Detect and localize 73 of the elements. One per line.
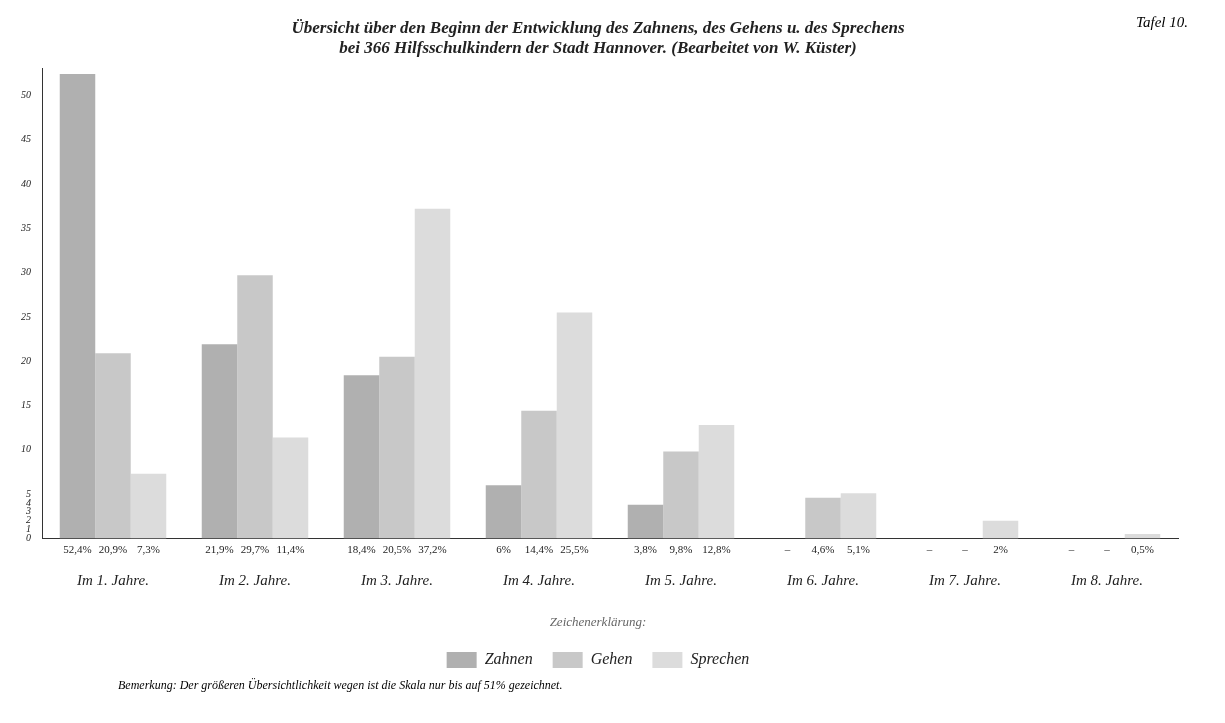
data-label: 29,7% <box>240 543 270 556</box>
text: – <box>962 543 968 556</box>
y-tick-label: 10 <box>21 443 31 455</box>
y-tick-label: 30 <box>20 266 31 278</box>
x-tick-label: Im 5. Jahre. <box>644 572 717 589</box>
data-label: 37,2% <box>418 543 447 556</box>
bar <box>556 312 593 539</box>
text: Übersicht über den Beginn der Entwicklung des Zahnens, des Gehens u. des Sprechens <box>291 17 905 37</box>
data-label: 11,4% <box>276 543 305 556</box>
bar <box>130 473 167 539</box>
data-label: 25,5% <box>560 543 589 556</box>
y-tick-label: 45 <box>21 133 31 145</box>
bar <box>663 451 699 539</box>
text: bei 366 Hilfsschulkindern der Stadt Hannover. (Bearbeitet von W. Küster) <box>339 37 857 57</box>
legend-label: Zahnen <box>484 650 533 668</box>
x-tick-label: Im 4. Jahre. <box>502 572 575 589</box>
legend-label: Gehen <box>590 650 633 668</box>
y-tick-label: 50 <box>21 89 31 101</box>
x-tick-label: Im 1. Jahre. <box>76 572 149 589</box>
bar <box>485 485 522 539</box>
data-label: 0,5% <box>1131 543 1154 556</box>
data-label: 5,1% <box>847 543 870 556</box>
data-label: 6% <box>496 543 511 556</box>
bar <box>805 497 841 539</box>
y-tick-label: 15 <box>21 399 31 411</box>
x-tick-label: Im 2. Jahre. <box>218 572 291 589</box>
bar <box>840 493 877 539</box>
y-tick-label: 20 <box>21 354 31 366</box>
y-tick-label: 0 <box>26 532 31 544</box>
data-label: 20,9% <box>98 543 128 556</box>
bar <box>521 410 557 539</box>
bar <box>201 344 238 539</box>
legend-title: Zeichenerklärung: <box>549 614 647 630</box>
x-tick-label: Im 8. Jahre. <box>1070 572 1143 589</box>
bar <box>698 424 735 539</box>
data-label: 4,6% <box>811 543 835 556</box>
text: – <box>784 543 791 556</box>
y-tick-label: 1 <box>26 523 31 535</box>
data-label: 7,3% <box>137 543 160 556</box>
y-tick-label: 25 <box>21 310 31 322</box>
data-label: 18,4% <box>347 543 376 556</box>
data-label: 21,9% <box>205 543 234 556</box>
bar <box>272 437 309 539</box>
y-tick-label: 3 <box>25 505 31 517</box>
bar <box>627 504 664 539</box>
bar <box>95 353 131 539</box>
data-label: 12,8% <box>702 543 731 556</box>
bar <box>59 74 96 539</box>
x-tick-label: Im 3. Jahre. <box>360 572 433 589</box>
bar <box>237 275 273 539</box>
text: Tafel 10. <box>1136 14 1188 31</box>
bar <box>379 356 415 539</box>
data-label: 52,4% <box>63 543 92 556</box>
text: – <box>1104 543 1110 556</box>
bar <box>982 520 1019 539</box>
bar <box>343 375 380 539</box>
y-tick-label: 2 <box>26 514 31 526</box>
text: – <box>926 543 933 556</box>
y-tick-label: 40 <box>21 177 31 189</box>
bar <box>414 208 451 539</box>
legend-label: Sprechen <box>690 650 750 669</box>
data-label: 2% <box>993 543 1008 556</box>
data-label: 3,8% <box>634 543 657 556</box>
data-label: 20,5% <box>382 543 412 556</box>
data-label: 14,4% <box>524 543 554 556</box>
x-tick-label: Im 6. Jahre. <box>786 572 859 589</box>
x-tick-label: Im 7. Jahre. <box>928 572 1001 589</box>
y-tick-label: 4 <box>26 496 31 508</box>
text: Bemerkung: Der größeren Übersichtlichkeit wegen ist die Skala nur bis auf 51% gezeichnet. <box>118 678 564 693</box>
data-label: 9,8% <box>669 543 693 556</box>
y-tick-label: 35 <box>20 221 31 233</box>
y-tick-label: 5 <box>26 487 31 499</box>
text: – <box>1068 543 1075 556</box>
